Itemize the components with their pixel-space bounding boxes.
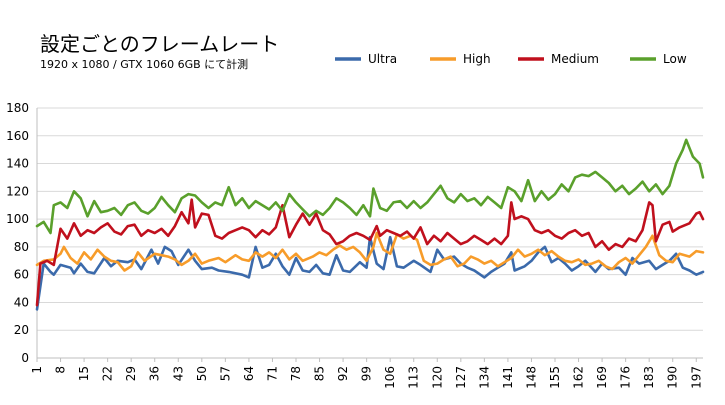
- x-tick-label: 148: [524, 366, 538, 389]
- y-tick-label: 160: [6, 129, 29, 143]
- legend-label-medium: Medium: [551, 52, 599, 66]
- y-tick-label: 180: [6, 101, 29, 115]
- gridlines: [36, 107, 703, 359]
- legend-label-high: High: [463, 52, 491, 66]
- x-tick-label: 1: [30, 366, 44, 374]
- y-tick-label: 80: [14, 240, 29, 254]
- chart-subtitle: 1920 x 1080 / GTX 1060 6GB にて計測: [40, 57, 248, 71]
- legend-label-low: Low: [663, 52, 687, 66]
- x-tick-label: 78: [289, 366, 303, 381]
- x-tick-label: 71: [265, 366, 279, 381]
- x-tick-label: 106: [383, 366, 397, 389]
- x-tick-label: 141: [501, 366, 515, 389]
- x-tick-label: 92: [336, 366, 350, 381]
- chart-title: 設定ごとのフレームレート: [40, 32, 279, 56]
- x-tick-label: 50: [195, 366, 209, 381]
- x-tick-label: 120: [430, 366, 444, 389]
- series-line-high: [35, 231, 705, 272]
- legend-label-ultra: Ultra: [368, 52, 397, 66]
- x-axis-ticks: 1 8 15 22 29 36 43 50 57 64 71 78 85 92 99 106 113 120 127…: [30, 358, 703, 389]
- x-tick-label: 99: [360, 366, 374, 381]
- x-tick-label: 169: [595, 366, 609, 389]
- x-tick-label: 85: [313, 366, 327, 381]
- x-tick-label: 57: [218, 366, 232, 381]
- x-tick-label: 22: [101, 366, 115, 381]
- x-tick-label: 113: [407, 366, 421, 389]
- x-tick-label: 190: [666, 366, 680, 389]
- y-tick-label: 100: [6, 212, 29, 226]
- x-tick-label: 183: [642, 366, 656, 389]
- y-tick-label: 120: [6, 184, 29, 198]
- x-tick-label: 162: [572, 366, 586, 389]
- legend: Ultra High Medium Low: [335, 52, 687, 66]
- x-tick-label: 43: [171, 366, 185, 381]
- x-tick-label: 64: [242, 366, 256, 381]
- x-tick-label: 197: [689, 366, 703, 389]
- y-tick-label: 140: [6, 157, 29, 171]
- x-tick-label: 36: [148, 366, 162, 381]
- y-tick-label: 40: [14, 295, 29, 309]
- series-line-ultra: [35, 235, 705, 311]
- series-line-low: [35, 138, 705, 235]
- y-tick-label: 60: [14, 268, 29, 282]
- y-axis-ticks: 0 20 40 60 80 100 120 140 160 180: [6, 101, 29, 365]
- x-tick-label: 29: [124, 366, 138, 381]
- x-tick-label: 134: [477, 366, 491, 389]
- series-layer: [35, 138, 705, 311]
- x-tick-label: 176: [619, 366, 633, 389]
- x-tick-label: 127: [454, 366, 468, 389]
- series-line-medium: [35, 198, 705, 307]
- x-tick-label: 15: [77, 366, 91, 381]
- y-tick-label: 20: [14, 323, 29, 337]
- x-tick-label: 8: [54, 366, 68, 374]
- x-tick-label: 155: [548, 366, 562, 389]
- y-tick-label: 0: [21, 351, 29, 365]
